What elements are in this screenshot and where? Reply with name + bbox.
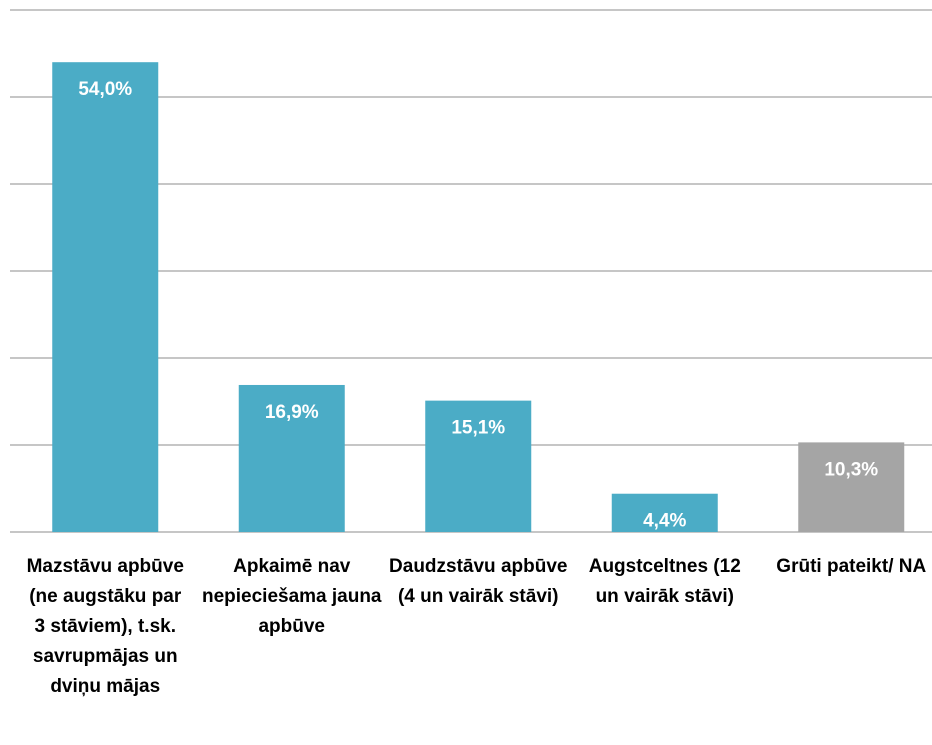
x-tick-label: Grūti pateikt/ NA	[776, 556, 927, 577]
value-label: 54,0%	[78, 79, 132, 100]
x-tick-label: Apkaimē nav nepieciešama jauna apbūve	[201, 556, 382, 637]
bar	[52, 62, 159, 532]
bar	[798, 442, 905, 532]
bar	[425, 400, 532, 532]
value-label: 15,1%	[451, 418, 505, 439]
x-tick-label: Mazstāvu apbūve (ne augstāku par 3 stāvi…	[26, 556, 184, 697]
bar	[611, 493, 718, 532]
bar	[238, 384, 345, 532]
value-label: 10,3%	[824, 459, 878, 480]
x-tick-label: Augstceltnes (12 un vairāk stāvi)	[588, 556, 741, 607]
value-label: 4,4%	[643, 511, 686, 532]
x-tick-label: Daudzstāvu apbūve (4 un vairāk stāvi)	[389, 556, 568, 607]
value-label: 16,9%	[265, 402, 319, 423]
